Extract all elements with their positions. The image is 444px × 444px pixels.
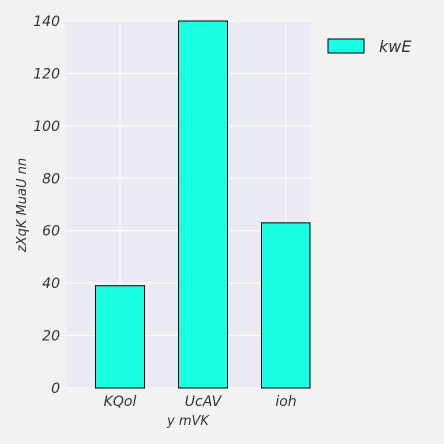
x-tick-label: UcAV [185,394,223,410]
bar-ioh [261,222,311,389]
x-tick-labels: KQol UcAV ioh [104,394,297,410]
y-tick-label: 40 [42,276,60,292]
legend: kwE [327,37,412,56]
bars [95,20,311,389]
y-tick-label: 0 [51,381,60,397]
x-tick-label: KQol [104,394,137,410]
y-axis-label: zXqK MuaU nn [15,158,30,253]
x-axis-label: y mVK [166,414,210,429]
legend-swatch [327,38,365,54]
y-tick-label: 80 [42,171,60,187]
y-tick-labels: 0 20 40 60 80 100 120 140 [33,14,60,397]
y-tick-label: 140 [33,14,60,30]
y-tick-label: 60 [42,224,60,240]
y-tick-label: 120 [33,66,60,82]
bar-KQol [95,285,145,389]
bar-UcAV [178,20,228,389]
y-tick-label: 20 [42,329,60,345]
legend-label: kwE [379,37,412,56]
x-tick-label: ioh [275,394,296,410]
y-tick-label: 100 [33,119,60,135]
